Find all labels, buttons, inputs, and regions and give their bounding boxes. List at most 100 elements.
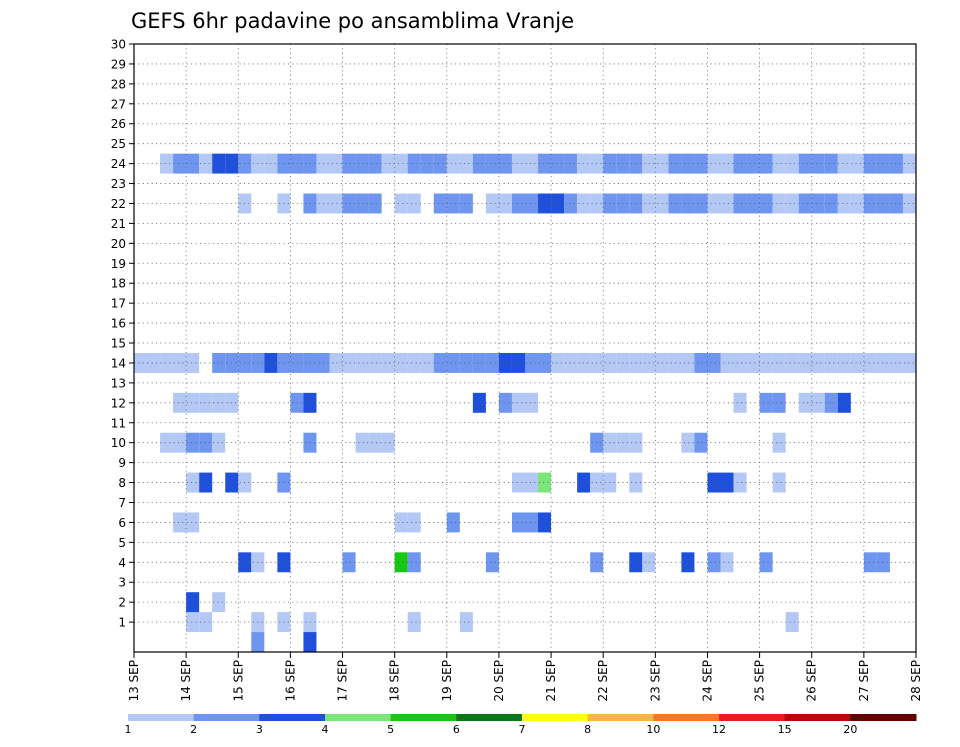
x-tick-label: 26 SEP <box>805 660 819 702</box>
y-tick-label: 25 <box>111 137 126 151</box>
heatmap-cell <box>863 153 877 174</box>
colorbar: 1 2 3 4 5 6 7 8 10 12 15 20 <box>125 714 917 736</box>
heatmap-cell <box>707 153 721 174</box>
heatmap-cell <box>733 352 747 373</box>
heatmap-cell <box>655 153 669 174</box>
heatmap-cell <box>459 193 473 214</box>
heatmap-cell <box>824 352 838 373</box>
heatmap-cell <box>342 552 356 573</box>
heatmap-cell <box>199 432 213 453</box>
heatmap-cell <box>694 432 708 453</box>
heatmap-cell <box>368 153 382 174</box>
x-tick-label: 22 SEP <box>596 660 610 702</box>
heatmap-cell <box>407 193 421 214</box>
x-tick-label: 23 SEP <box>648 660 662 702</box>
heatmap-cell <box>212 432 226 453</box>
heatmap-cell <box>394 352 408 373</box>
heatmap-cell <box>446 512 460 533</box>
heatmap-cell <box>707 352 721 373</box>
heatmap-cell <box>381 432 395 453</box>
y-tick-label: 27 <box>111 97 126 111</box>
heatmap-cell <box>668 153 682 174</box>
x-tick-label: 28 SEP <box>909 660 923 702</box>
heatmap-cell <box>368 432 382 453</box>
heatmap-cell <box>485 552 499 573</box>
heatmap-cell <box>655 352 669 373</box>
colorbar-label: 4 <box>322 723 329 736</box>
colorbar-label: 12 <box>712 723 726 736</box>
colorbar-swatch <box>325 714 392 721</box>
heatmap-cell <box>173 512 187 533</box>
grid-layer <box>133 43 917 652</box>
heatmap-cell <box>173 392 187 413</box>
heatmap-cell <box>186 432 200 453</box>
x-tick-label: 19 SEP <box>440 660 454 702</box>
heatmap-cell <box>876 193 890 214</box>
heatmap-cell <box>720 352 734 373</box>
heatmap-cell <box>785 352 799 373</box>
heatmap-cell <box>551 193 565 214</box>
colorbar-swatch <box>850 714 917 721</box>
y-tick-label: 1 <box>118 616 126 630</box>
heatmap-cell <box>837 352 851 373</box>
heatmap-cell <box>824 153 838 174</box>
colorbar-label: 7 <box>519 723 526 736</box>
heatmap-cell <box>199 153 213 174</box>
y-tick-label: 3 <box>118 576 126 590</box>
heatmap-cell <box>772 432 786 453</box>
heatmap-cell <box>538 472 552 493</box>
heatmap-cell <box>394 153 408 174</box>
heatmap-cell <box>525 472 539 493</box>
heatmap-cell <box>173 153 187 174</box>
colorbar-label: 5 <box>387 723 394 736</box>
heatmap-cell <box>551 153 565 174</box>
heatmap-cell <box>564 153 578 174</box>
heatmap-cell <box>759 392 773 413</box>
heatmap-cell <box>316 193 330 214</box>
colorbar-label: 8 <box>584 723 591 736</box>
heatmap-cell <box>798 392 812 413</box>
y-tick-label: 18 <box>111 277 126 291</box>
heatmap-cell <box>186 472 200 493</box>
y-tick-label: 29 <box>111 57 126 71</box>
heatmap-cell <box>525 193 539 214</box>
colorbar-swatch <box>719 714 786 721</box>
y-axis: 1234567891011121314151617181920212223242… <box>111 38 134 630</box>
heatmap-cell <box>668 352 682 373</box>
heatmap-cell <box>459 352 473 373</box>
heatmap-cell <box>746 153 760 174</box>
heatmap-cell <box>303 352 317 373</box>
heatmap-cell <box>381 352 395 373</box>
heatmap-cell <box>511 472 525 493</box>
heatmap-cell <box>772 352 786 373</box>
heatmap-cell <box>498 352 512 373</box>
heatmap-cell <box>485 352 499 373</box>
heatmap-cell <box>525 153 539 174</box>
heatmap-cell <box>446 153 460 174</box>
heatmap-cell <box>186 153 200 174</box>
y-tick-label: 17 <box>111 297 126 311</box>
heatmap-cell <box>186 592 200 613</box>
heatmap-cell <box>681 153 695 174</box>
heatmap-cell <box>811 392 825 413</box>
x-tick-label: 20 SEP <box>492 660 506 702</box>
heatmap-cell <box>889 153 903 174</box>
x-tick-label: 21 SEP <box>544 660 558 702</box>
colorbar-label: 3 <box>256 723 263 736</box>
y-tick-label: 26 <box>111 117 126 131</box>
heatmap-cell <box>303 392 317 413</box>
heatmap-cell <box>863 552 877 573</box>
heatmap-cell <box>538 352 552 373</box>
colorbar-swatch <box>456 714 523 721</box>
plot-frame <box>133 43 917 653</box>
heatmap-cell <box>798 153 812 174</box>
heatmap-cell <box>759 352 773 373</box>
x-tick-label: 25 SEP <box>753 660 767 702</box>
x-tick-label: 15 SEP <box>231 660 245 702</box>
heatmap-cell <box>303 432 317 453</box>
colorbar-swatch <box>128 714 195 721</box>
heatmap-cell <box>837 392 851 413</box>
x-tick-label: 13 SEP <box>127 660 141 702</box>
heatmap-cell <box>681 552 695 573</box>
